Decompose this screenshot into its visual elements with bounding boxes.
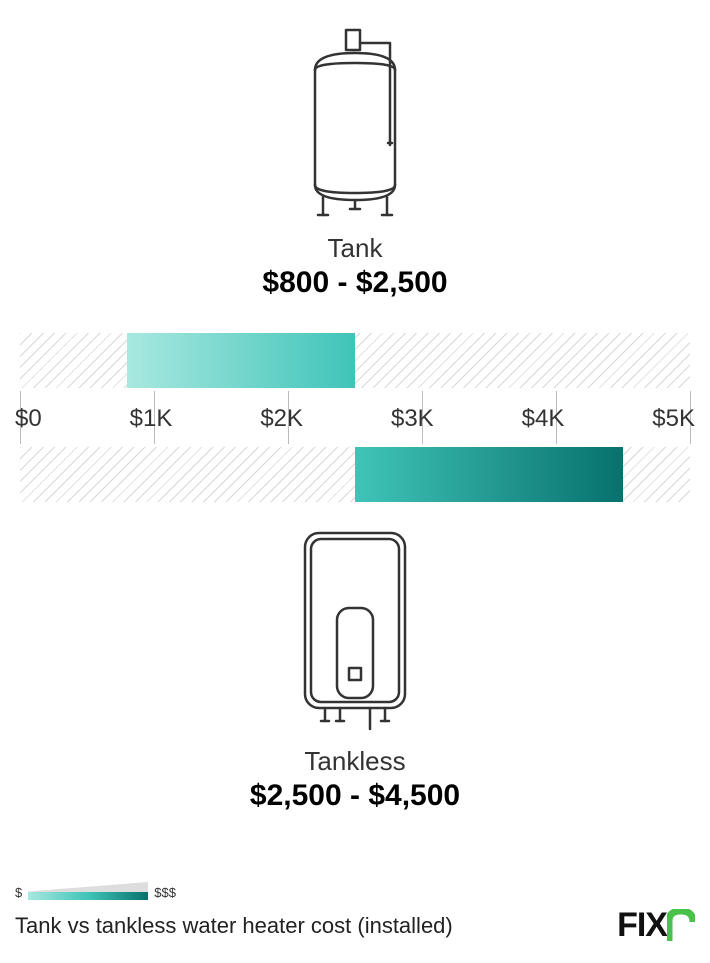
cost-legend: $ $$$	[15, 882, 695, 900]
tankless-cost-bar	[355, 447, 623, 502]
axis-tick-label: $4K	[522, 405, 565, 433]
chart-hatch-top	[20, 333, 690, 388]
logo-r-icon	[667, 909, 695, 943]
footer: $ $$$ Tank vs tankless water heater cost…	[15, 882, 695, 945]
legend-min-label: $	[15, 885, 22, 900]
axis-labels: $0 $1K $2K $3K $4K $5K	[15, 405, 695, 433]
axis-tick-label: $3K	[391, 405, 434, 433]
tank-price: $800 - $2,500	[0, 266, 710, 300]
footer-title: Tank vs tankless water heater cost (inst…	[15, 913, 453, 939]
axis-tick-label: $1K	[130, 405, 173, 433]
tank-section: Tank $800 - $2,500	[0, 0, 710, 300]
tankless-section: Tankless $2,500 - $4,500	[0, 523, 710, 813]
fixr-logo: FIX	[617, 906, 695, 945]
axis-tick-label: $5K	[652, 405, 695, 433]
tank-label: Tank	[0, 233, 710, 264]
legend-max-label: $$$	[154, 885, 176, 900]
axis-tick-label: $2K	[260, 405, 303, 433]
tankless-heater-icon	[0, 523, 710, 738]
tankless-price: $2,500 - $4,500	[0, 779, 710, 813]
cost-range-chart: $0 $1K $2K $3K $4K $5K	[15, 330, 695, 505]
tank-heater-icon	[0, 25, 710, 225]
logo-text: FIX	[617, 906, 667, 945]
tankless-label: Tankless	[0, 746, 710, 777]
tank-cost-bar	[127, 333, 355, 388]
legend-gradient-icon	[28, 882, 148, 900]
axis-tick-label: $0	[15, 405, 42, 433]
infographic-container: Tank $800 - $2,500 $0 $1K $2K $3K $4K $5K	[0, 0, 710, 963]
